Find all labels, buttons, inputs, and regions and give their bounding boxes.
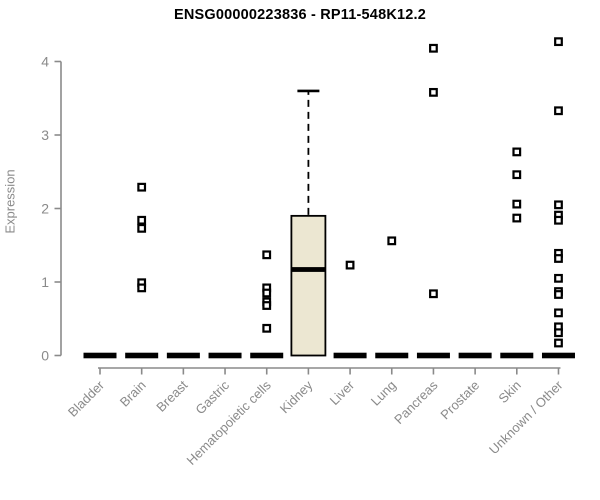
median-bar-prostate [458,352,492,359]
outlier-point-skin [512,213,522,223]
outlier-point-unknown-other [554,37,563,47]
outlier-point-liver [345,260,355,270]
median-bar-lung [375,352,409,359]
median-bar-gastric [208,352,242,359]
median-bar-liver [333,352,367,359]
x-tick-label-pancreas: Pancreas [391,377,441,427]
x-tick-label-bladder: Bladder [65,377,108,420]
median-bar-pancreas [416,352,450,359]
y-tick-label: 0 [41,348,49,364]
x-tick-label-liver: Liver [327,377,358,408]
outlier-point-unknown-other [554,200,563,210]
x-tick-label-unknown-other: Unknown / Other [486,377,566,457]
x-tick-label-prostate: Prostate [437,378,482,423]
x-tick-label-gastric: Gastric [192,377,232,417]
outlier-point-skin [512,147,522,157]
outlier-point-unknown-other [554,290,563,299]
outlier-point-pancreas [429,87,438,97]
y-tick-label: 4 [41,54,49,70]
chart-title: ENSG00000223836 - RP11-548K12.2 [173,7,427,23]
y-tick-label: 1 [41,274,49,290]
x-tick-label-brain: Brain [117,378,149,410]
outlier-point-lung [387,236,397,246]
outlier-point-brain [137,283,147,293]
outlier-point-hematopoietic-cells [262,323,272,333]
outlier-point-skin [512,170,522,180]
x-tick-label-lung: Lung [368,378,399,409]
outlier-point-unknown-other [554,215,563,225]
outlier-point-unknown-other [554,254,563,263]
median-bar-breast [166,352,200,359]
box-kidney [290,214,327,357]
outlier-point-unknown-other [554,106,563,116]
outlier-point-hematopoietic-cells [262,301,272,310]
outlier-point-unknown-other [554,328,563,338]
outlier-point-hematopoietic-cells [262,288,272,298]
x-tick-label-breast: Breast [153,377,190,414]
median-bar-hematopoietic-cells [250,352,284,359]
outlier-point-brain [137,223,147,233]
outlier-point-unknown-other [554,308,563,318]
outlier-point-pancreas [429,43,438,53]
x-tick-label-skin: Skin [495,378,523,406]
y-tick-label: 2 [41,201,49,217]
y-tick-label: 3 [41,127,49,143]
outlier-point-brain [137,182,147,192]
outlier-point-brain [137,215,147,225]
outlier-point-unknown-other [554,338,563,348]
outlier-point-hematopoietic-cells [262,250,272,260]
x-tick-label-kidney: Kidney [277,377,316,416]
outlier-point-pancreas [429,289,438,299]
median-bar-bladder [83,352,117,359]
outlier-point-unknown-other [554,273,563,283]
median-line-kidney [291,267,326,272]
median-bar-skin [500,352,534,359]
median-bar-unknown-other [541,352,575,359]
outlier-point-skin [512,199,522,209]
median-bar-brain [125,352,159,359]
